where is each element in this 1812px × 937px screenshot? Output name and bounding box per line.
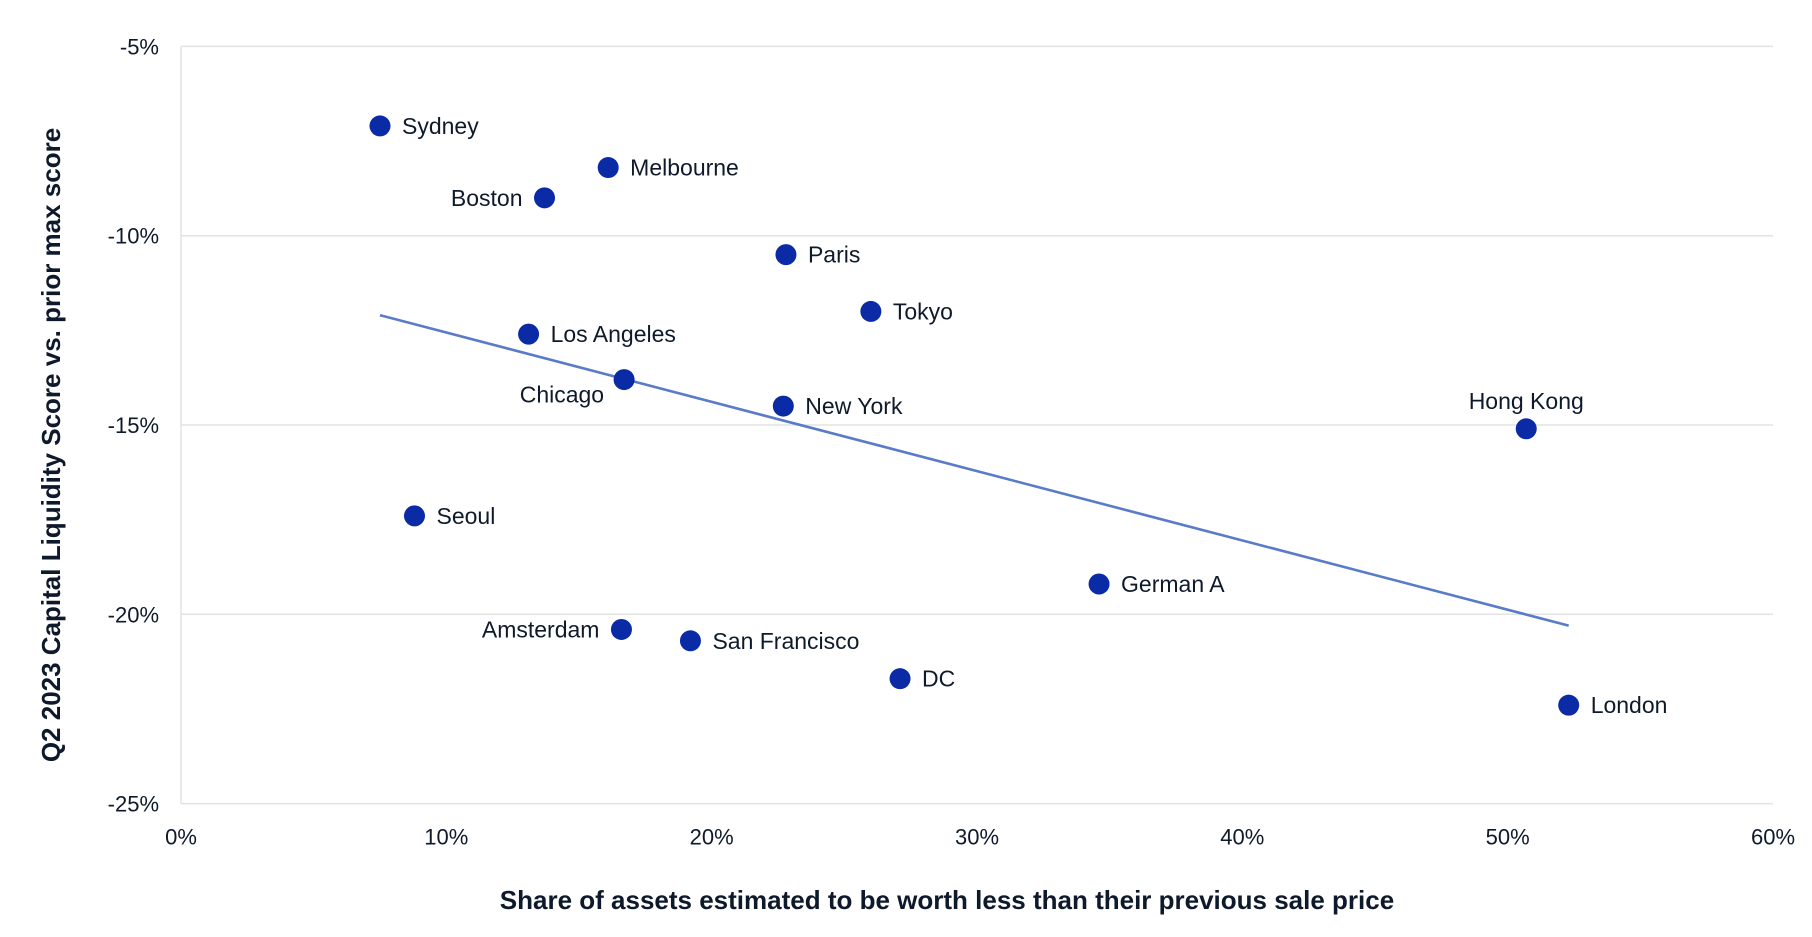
gridlines xyxy=(181,45,1773,805)
data-label: Melbourne xyxy=(630,155,739,181)
y-tick-label: -15% xyxy=(108,413,159,438)
data-label: New York xyxy=(805,393,903,419)
data-point-paris xyxy=(775,244,797,266)
x-tick-label: 40% xyxy=(1220,825,1264,850)
y-tick-label: -5% xyxy=(120,34,159,59)
data-points xyxy=(369,115,1580,716)
data-label: Seoul xyxy=(436,503,495,529)
data-point-sydney xyxy=(369,115,391,137)
data-point-amsterdam xyxy=(610,618,632,640)
y-tick-label: -25% xyxy=(108,792,159,817)
data-point-boston xyxy=(534,187,556,209)
data-point-dc xyxy=(889,668,911,690)
data-label: Paris xyxy=(808,242,860,268)
data-label: Sydney xyxy=(402,113,479,139)
data-label: Amsterdam xyxy=(482,616,600,642)
data-point-los-angeles xyxy=(518,323,540,345)
y-tick-label: -10% xyxy=(108,224,159,249)
y-axis-title: Q2 2023 Capital Liquidity Score vs. prio… xyxy=(36,128,66,762)
data-point-german-a xyxy=(1088,573,1110,595)
data-point-chicago xyxy=(613,369,635,391)
data-label: Los Angeles xyxy=(551,321,676,347)
x-tick-label: 20% xyxy=(690,825,734,850)
x-tick-label: 60% xyxy=(1751,825,1795,850)
data-label: Chicago xyxy=(520,382,604,408)
x-tick-label: 0% xyxy=(165,825,197,850)
data-point-san-francisco xyxy=(679,630,701,652)
x-axis-ticks: 0% 10% 20% 30% 40% 50% 60% xyxy=(165,825,1795,850)
x-tick-label: 10% xyxy=(424,825,468,850)
x-tick-label: 30% xyxy=(955,825,999,850)
y-tick-label: -20% xyxy=(108,602,159,627)
data-point-melbourne xyxy=(597,157,619,179)
data-point-seoul xyxy=(403,505,425,527)
data-label: Boston xyxy=(451,185,523,211)
data-point-london xyxy=(1558,694,1580,716)
trendline xyxy=(379,313,1570,627)
data-point-tokyo xyxy=(860,300,882,322)
y-axis-ticks: -5% -10% -15% -20% -25% xyxy=(108,34,159,816)
data-labels: Sydney Melbourne Boston Paris Tokyo Los Angel… xyxy=(402,113,1667,718)
x-tick-label: 50% xyxy=(1486,825,1530,850)
data-label: German A xyxy=(1121,571,1225,597)
data-point-hong-kong xyxy=(1515,418,1537,440)
data-point-new-york xyxy=(772,395,794,417)
x-axis-title: Share of assets estimated to be worth le… xyxy=(500,885,1394,915)
data-label: Tokyo xyxy=(893,298,953,324)
data-label: DC xyxy=(922,666,955,692)
data-label: Hong Kong xyxy=(1469,388,1584,414)
data-label: San Francisco xyxy=(712,628,859,654)
data-label: London xyxy=(1591,692,1668,718)
